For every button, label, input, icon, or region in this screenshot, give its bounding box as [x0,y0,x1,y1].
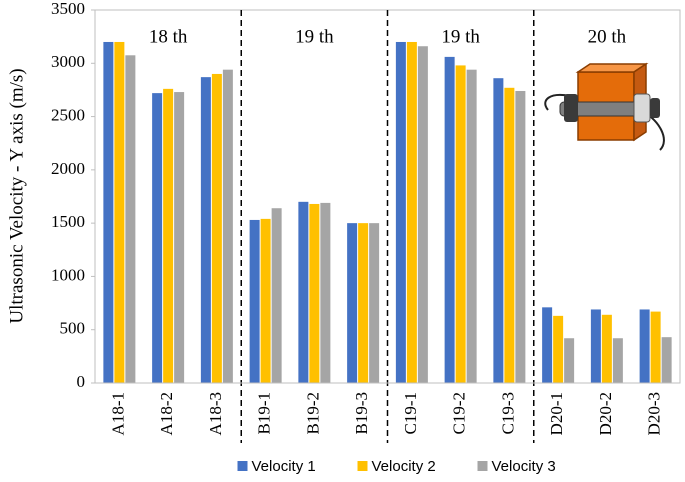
bar [466,69,477,384]
legend-label: Velocity 2 [372,458,436,475]
legend-swatch [357,461,368,471]
x-tick-label: C19-2 [450,392,469,435]
x-tick-label: A18-3 [206,392,225,435]
group-label: 18 th [149,26,188,47]
bar [222,69,233,384]
bar [564,338,575,383]
bar [542,307,553,383]
bar [163,88,174,383]
bar [395,41,406,383]
sensor-icon [544,62,665,151]
bar [347,223,358,383]
bar [271,208,282,383]
legend-swatch [237,461,248,471]
bar [174,92,185,383]
y-tick-label: 2000 [51,159,85,178]
bar [504,87,515,383]
bar [612,338,623,383]
bar [493,78,504,383]
bar [211,73,222,383]
x-tick-label: D20-2 [596,392,615,435]
group-label: 19 th [441,26,480,47]
bar [114,41,125,383]
bar [590,309,601,383]
bar [358,223,369,383]
bar [260,218,271,383]
y-tick-label: 3500 [51,0,85,18]
y-tick-label: 0 [77,372,86,391]
group-label: 19 th [295,26,334,47]
x-tick-label: B19-3 [352,392,371,435]
bar [444,56,455,384]
x-tick-label: C19-1 [401,392,420,435]
bar [455,65,466,383]
x-tick-label: A18-2 [157,392,176,435]
x-tick-label: B19-1 [255,392,274,435]
bar [249,219,260,383]
bar [298,201,309,383]
y-tick-label: 3000 [51,52,85,71]
y-axis-label: Ultrasonic Velocity - Y axis (m/s) [6,68,27,323]
bar [650,311,661,383]
x-tick-label: A18-1 [108,392,127,435]
bar [417,46,428,384]
y-tick-label: 1500 [51,212,85,231]
bar [103,41,114,383]
legend: Velocity 1 Velocity 2 Velocity 3 [237,458,556,475]
group-label: 20 th [588,26,627,47]
bar [369,223,380,383]
bar [200,77,211,383]
y-tick-label: 1000 [51,265,85,284]
legend-swatch [477,461,488,471]
bar [320,202,331,383]
legend-label: Velocity 1 [252,458,316,475]
x-tick-label: C19-3 [498,392,517,435]
bar [639,309,650,383]
legend-label: Velocity 3 [492,458,556,475]
bar [661,337,672,383]
bar [515,90,526,383]
bar [553,315,564,383]
x-tick-label: B19-2 [303,392,322,435]
y-tick-label: 2500 [51,105,85,124]
bar [125,55,136,384]
bar [406,41,417,383]
bar [309,203,320,383]
y-tick-label: 500 [60,319,86,338]
bar [152,93,163,383]
x-tick-label: D20-3 [645,392,664,435]
bar [601,314,612,383]
x-tick-label: D20-1 [547,392,566,435]
